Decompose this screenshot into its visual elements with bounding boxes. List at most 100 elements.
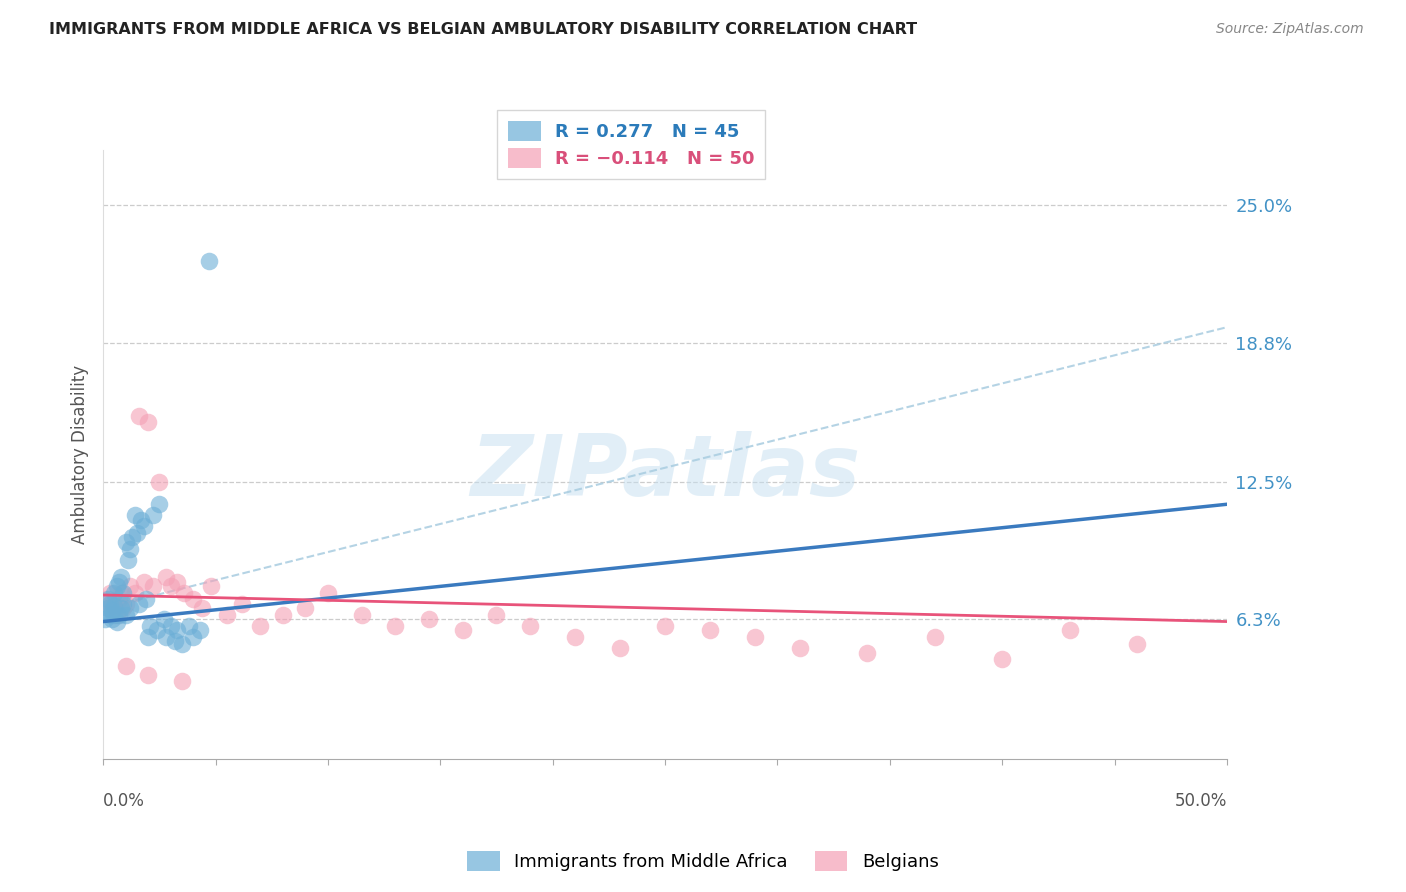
Point xyxy=(699,624,721,638)
Point xyxy=(1059,624,1081,638)
Point xyxy=(159,579,181,593)
Point xyxy=(128,409,150,423)
Point xyxy=(114,597,136,611)
Point xyxy=(101,603,124,617)
Point xyxy=(112,586,135,600)
Point xyxy=(94,592,117,607)
Point xyxy=(519,619,541,633)
Point xyxy=(249,619,271,633)
Point xyxy=(136,667,159,681)
Point xyxy=(120,579,142,593)
Point xyxy=(112,597,135,611)
Point xyxy=(121,531,143,545)
Point xyxy=(609,641,631,656)
Point xyxy=(135,592,157,607)
Point xyxy=(991,652,1014,666)
Point xyxy=(197,253,219,268)
Point xyxy=(117,552,139,566)
Point xyxy=(215,607,238,622)
Point xyxy=(128,597,150,611)
Text: IMMIGRANTS FROM MIDDLE AFRICA VS BELGIAN AMBULATORY DISABILITY CORRELATION CHART: IMMIGRANTS FROM MIDDLE AFRICA VS BELGIAN… xyxy=(49,22,917,37)
Point xyxy=(271,607,294,622)
Point xyxy=(177,619,200,633)
Point xyxy=(108,574,131,589)
Point xyxy=(103,601,125,615)
Point xyxy=(125,526,148,541)
Point xyxy=(181,592,204,607)
Point xyxy=(98,597,121,611)
Point xyxy=(153,612,176,626)
Point xyxy=(146,624,169,638)
Point xyxy=(173,586,195,600)
Point xyxy=(124,586,146,600)
Point xyxy=(139,619,162,633)
Point xyxy=(112,601,135,615)
Point xyxy=(316,586,339,600)
Point xyxy=(142,579,165,593)
Point xyxy=(166,574,188,589)
Point xyxy=(120,601,142,615)
Point xyxy=(166,624,188,638)
Point xyxy=(110,586,132,600)
Point xyxy=(654,619,676,633)
Point xyxy=(744,630,766,644)
Text: 50.0%: 50.0% xyxy=(1174,792,1227,810)
Point xyxy=(101,612,124,626)
Point xyxy=(103,607,125,622)
Point xyxy=(155,630,177,644)
Point xyxy=(418,612,440,626)
Point xyxy=(97,601,120,615)
Text: ZIPatlas: ZIPatlas xyxy=(470,431,860,514)
Point xyxy=(136,415,159,429)
Point xyxy=(114,534,136,549)
Point xyxy=(98,586,121,600)
Point xyxy=(148,497,170,511)
Point xyxy=(97,592,120,607)
Point xyxy=(451,624,474,638)
Point xyxy=(114,658,136,673)
Point xyxy=(132,519,155,533)
Point xyxy=(98,607,121,622)
Point xyxy=(120,541,142,556)
Point xyxy=(231,597,253,611)
Point xyxy=(105,607,128,622)
Point xyxy=(94,612,117,626)
Point xyxy=(108,592,131,607)
Point xyxy=(165,634,187,648)
Point xyxy=(103,599,125,613)
Point xyxy=(856,646,879,660)
Point xyxy=(110,601,132,615)
Point xyxy=(924,630,946,644)
Point xyxy=(105,579,128,593)
Point xyxy=(350,607,373,622)
Point xyxy=(789,641,811,656)
Point xyxy=(148,475,170,489)
Point xyxy=(108,607,131,622)
Point xyxy=(170,637,193,651)
Point xyxy=(114,607,136,622)
Point xyxy=(170,674,193,689)
Point xyxy=(564,630,586,644)
Point xyxy=(136,630,159,644)
Point xyxy=(132,574,155,589)
Point xyxy=(485,607,508,622)
Point xyxy=(191,601,214,615)
Text: 0.0%: 0.0% xyxy=(103,792,145,810)
Point xyxy=(188,624,211,638)
Y-axis label: Ambulatory Disability: Ambulatory Disability xyxy=(72,365,89,544)
Point xyxy=(110,570,132,584)
Point xyxy=(103,586,125,600)
Text: Source: ZipAtlas.com: Source: ZipAtlas.com xyxy=(1216,22,1364,37)
Point xyxy=(155,570,177,584)
Point xyxy=(200,579,222,593)
Point xyxy=(1126,637,1149,651)
Point xyxy=(97,601,120,615)
Legend: R = 0.277   N = 45, R = −0.114   N = 50: R = 0.277 N = 45, R = −0.114 N = 50 xyxy=(498,111,765,179)
Point xyxy=(384,619,406,633)
Point xyxy=(159,619,181,633)
Point xyxy=(105,615,128,629)
Point xyxy=(101,597,124,611)
Legend: Immigrants from Middle Africa, Belgians: Immigrants from Middle Africa, Belgians xyxy=(460,844,946,879)
Point xyxy=(142,508,165,523)
Point xyxy=(124,508,146,523)
